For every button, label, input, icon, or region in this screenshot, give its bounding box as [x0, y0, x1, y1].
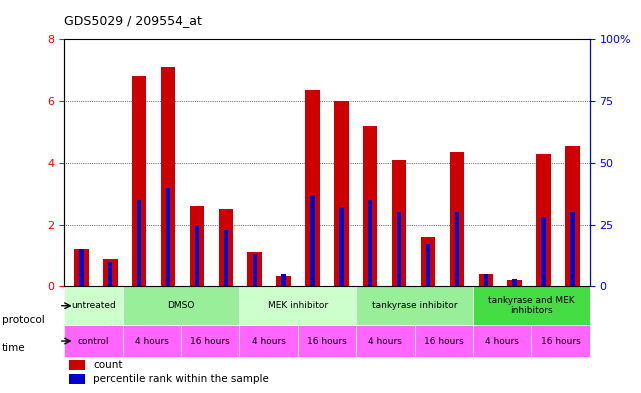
FancyBboxPatch shape	[64, 325, 122, 357]
Bar	[298, 286, 327, 289]
Bar	[161, 67, 175, 286]
Bar	[479, 274, 493, 286]
Text: 16 hours: 16 hours	[190, 336, 230, 345]
Text: tankyrase inhibitor: tankyrase inhibitor	[372, 301, 457, 310]
Text: GDS5029 / 209554_at: GDS5029 / 209554_at	[64, 15, 202, 28]
Bar	[570, 212, 574, 286]
Bar	[125, 286, 154, 289]
Bar	[132, 76, 146, 286]
Text: 4 hours: 4 hours	[369, 336, 403, 345]
FancyBboxPatch shape	[122, 286, 239, 325]
Text: percentile rank within the sample: percentile rank within the sample	[93, 374, 269, 384]
Bar	[79, 249, 83, 286]
Text: time: time	[2, 343, 26, 353]
Bar	[339, 207, 344, 286]
Bar	[500, 286, 529, 289]
Bar	[558, 286, 587, 289]
FancyBboxPatch shape	[239, 286, 356, 325]
Bar	[69, 374, 85, 384]
Bar	[103, 259, 117, 286]
Bar	[363, 126, 378, 286]
Bar	[327, 286, 356, 289]
Bar	[392, 160, 406, 286]
Text: control: control	[78, 336, 109, 345]
Text: 4 hours: 4 hours	[251, 336, 285, 345]
Bar	[154, 286, 183, 289]
Bar	[565, 146, 579, 286]
Bar	[96, 286, 125, 289]
Bar	[195, 224, 199, 286]
Text: DMSO: DMSO	[167, 301, 195, 310]
Bar	[67, 286, 96, 289]
Bar	[240, 286, 269, 289]
Bar	[385, 286, 413, 289]
Bar	[224, 230, 228, 286]
Text: protocol: protocol	[2, 315, 45, 325]
FancyBboxPatch shape	[415, 325, 473, 357]
Bar	[69, 360, 85, 369]
Bar	[413, 286, 442, 289]
FancyBboxPatch shape	[297, 325, 356, 357]
Bar	[276, 275, 291, 286]
Bar	[420, 237, 435, 286]
Bar	[212, 286, 240, 289]
FancyBboxPatch shape	[473, 325, 531, 357]
Bar	[542, 217, 545, 286]
Bar	[166, 187, 171, 286]
FancyBboxPatch shape	[531, 325, 590, 357]
Text: count: count	[93, 360, 122, 370]
Bar	[310, 195, 315, 286]
Bar	[253, 254, 257, 286]
Bar	[269, 286, 298, 289]
Text: untreated: untreated	[71, 301, 115, 310]
Bar	[108, 262, 112, 286]
FancyBboxPatch shape	[356, 325, 415, 357]
Bar	[190, 206, 204, 286]
FancyBboxPatch shape	[122, 325, 181, 357]
Text: MEK inhibitor: MEK inhibitor	[268, 301, 328, 310]
Bar	[281, 274, 286, 286]
Bar	[529, 286, 558, 289]
FancyBboxPatch shape	[473, 286, 590, 325]
Bar	[449, 152, 464, 286]
Bar	[512, 279, 517, 286]
FancyBboxPatch shape	[64, 286, 122, 325]
Bar	[442, 286, 471, 289]
Bar	[537, 154, 551, 286]
Bar	[426, 244, 430, 286]
Bar	[305, 90, 320, 286]
Text: 16 hours: 16 hours	[424, 336, 463, 345]
Bar	[454, 212, 459, 286]
Text: 16 hours: 16 hours	[540, 336, 580, 345]
Bar	[471, 286, 500, 289]
Bar	[247, 252, 262, 286]
Bar	[183, 286, 212, 289]
Text: 16 hours: 16 hours	[307, 336, 347, 345]
Bar	[483, 274, 488, 286]
FancyBboxPatch shape	[181, 325, 239, 357]
Bar	[74, 249, 88, 286]
Bar	[508, 280, 522, 286]
Text: 4 hours: 4 hours	[135, 336, 169, 345]
Bar	[356, 286, 385, 289]
FancyBboxPatch shape	[356, 286, 473, 325]
Text: 4 hours: 4 hours	[485, 336, 519, 345]
Bar	[368, 200, 372, 286]
Bar	[219, 209, 233, 286]
Bar	[334, 101, 349, 286]
Bar	[397, 212, 401, 286]
FancyBboxPatch shape	[239, 325, 297, 357]
Text: tankyrase and MEK
inhibitors: tankyrase and MEK inhibitors	[488, 296, 574, 316]
Bar	[137, 200, 142, 286]
